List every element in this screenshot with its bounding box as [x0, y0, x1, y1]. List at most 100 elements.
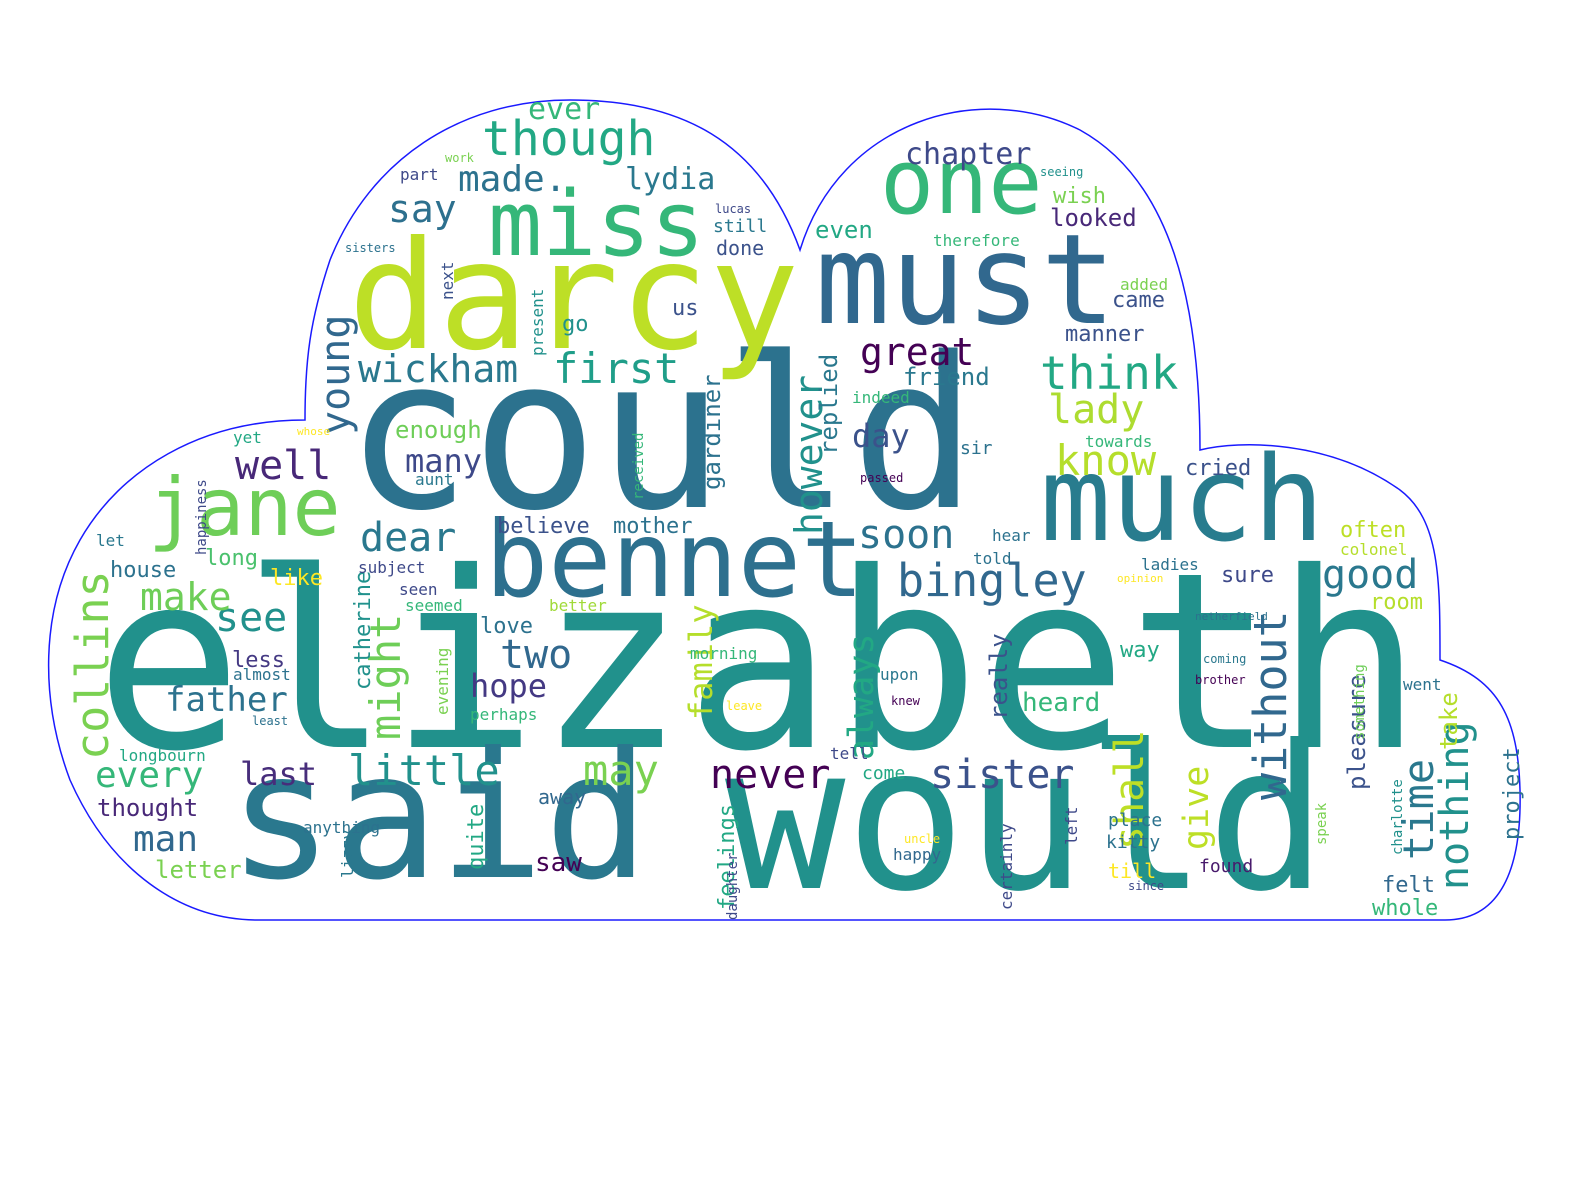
word-said: said	[228, 716, 650, 919]
word-felt: felt	[1382, 873, 1435, 898]
word-know: know	[1055, 436, 1157, 485]
word-charlotte: charlotte	[1390, 779, 1406, 855]
word-saw: saw	[535, 848, 582, 878]
word-happy: happy	[893, 845, 942, 864]
word-say: say	[388, 187, 457, 231]
word-heard: heard	[1022, 688, 1101, 718]
word-well: well	[235, 443, 332, 489]
word-never: never	[710, 752, 831, 798]
word-opinion: opinion	[1117, 572, 1164, 585]
word-lydia: lydia	[625, 162, 716, 197]
word-whose: whose	[297, 425, 331, 438]
word-told: told	[973, 549, 1012, 568]
word-looked: looked	[1050, 204, 1137, 232]
word-place: place	[1108, 810, 1163, 831]
word-part: part	[400, 165, 439, 184]
word-evening: evening	[433, 647, 452, 715]
word-done: done	[716, 236, 765, 260]
word-man: man	[133, 819, 199, 860]
word-speak: speak	[1314, 802, 1330, 845]
word-dear: dear	[360, 515, 457, 561]
word-must: must	[815, 208, 1117, 353]
word-knew: knew	[891, 694, 920, 708]
word-therefore: therefore	[933, 231, 1020, 250]
word-two: two	[500, 632, 573, 678]
word-first: first	[553, 344, 680, 393]
word-sisters: sisters	[345, 241, 396, 255]
word-certainly: certainly	[997, 823, 1016, 910]
word-hope: hope	[470, 667, 548, 705]
word-lady: lady	[1048, 387, 1145, 433]
word-one: one	[880, 130, 1043, 235]
word-manner: manner	[1065, 322, 1145, 347]
word-morning: morning	[690, 644, 758, 663]
word-thought: thought	[97, 794, 199, 822]
word-since: since	[1128, 879, 1165, 893]
word-seeing: seeing	[1040, 165, 1084, 179]
word-little: little	[348, 746, 500, 795]
word-yet: yet	[233, 428, 262, 447]
word-happiness: happiness	[194, 479, 210, 555]
word-us: us	[672, 296, 699, 321]
word-found: found	[1199, 856, 1254, 877]
word-received: received	[631, 432, 647, 500]
word-really: really	[985, 633, 1013, 720]
word-quite: quite	[464, 803, 489, 870]
word-sure: sure	[1221, 563, 1274, 588]
word-left: left	[1062, 806, 1081, 845]
word-give: give	[1177, 765, 1217, 850]
word-better: better	[549, 596, 607, 615]
word-father: father	[165, 680, 288, 720]
word-take: take	[1435, 692, 1463, 750]
word-letter: letter	[155, 856, 242, 884]
word-tell: tell	[830, 744, 869, 763]
word-house: house	[110, 558, 177, 583]
word-hear: hear	[992, 526, 1031, 545]
word-mother: mother	[613, 514, 693, 539]
word-less: less	[232, 648, 285, 673]
word-aunt: aunt	[415, 470, 454, 489]
word-ever: ever	[528, 92, 601, 127]
word-made: made.	[458, 159, 567, 200]
word-away: away	[538, 785, 587, 809]
word-almost: almost	[233, 665, 291, 684]
word-every: every	[95, 755, 204, 796]
word-daughter: daughter	[725, 852, 741, 920]
word-still: still	[713, 216, 768, 237]
word-next: next	[438, 261, 457, 300]
word-netherfield: netherfield	[1195, 610, 1268, 623]
word-sister: sister	[930, 752, 1075, 798]
word-believe: believe	[497, 514, 590, 539]
word-young: young	[313, 314, 359, 435]
word-always: always	[842, 633, 882, 760]
word-jane: jane	[148, 461, 341, 554]
word-good: good	[1322, 552, 1419, 598]
word-went: went	[1403, 675, 1442, 694]
word-long: long	[205, 546, 258, 571]
word-upon: upon	[880, 665, 919, 684]
word-last: last	[240, 755, 318, 793]
word-whole: whole	[1372, 896, 1439, 921]
word-miss: miss	[488, 172, 705, 277]
word-room: room	[1370, 590, 1423, 615]
word-enough: enough	[395, 416, 482, 444]
word-many: many	[405, 442, 483, 480]
word-much: much	[1040, 430, 1325, 568]
word-like: like	[270, 566, 323, 591]
word-lucas: lucas	[715, 202, 752, 216]
word-gardiner: gardiner	[698, 374, 726, 490]
word-present: present	[528, 288, 547, 356]
word-wish: wish	[1053, 184, 1106, 209]
word-subject: subject	[358, 558, 426, 577]
word-sir: sir	[960, 438, 993, 459]
word-elizabeth: elizabeth	[95, 520, 1423, 805]
word-work: work	[445, 151, 474, 165]
word-darcy: darcy	[348, 210, 800, 384]
word-kitty: kitty	[1106, 832, 1161, 853]
word-make: make	[140, 575, 232, 619]
word-cried: cried	[1185, 456, 1252, 481]
word-wickham: wickham	[358, 347, 519, 391]
word-may: may	[583, 746, 659, 795]
